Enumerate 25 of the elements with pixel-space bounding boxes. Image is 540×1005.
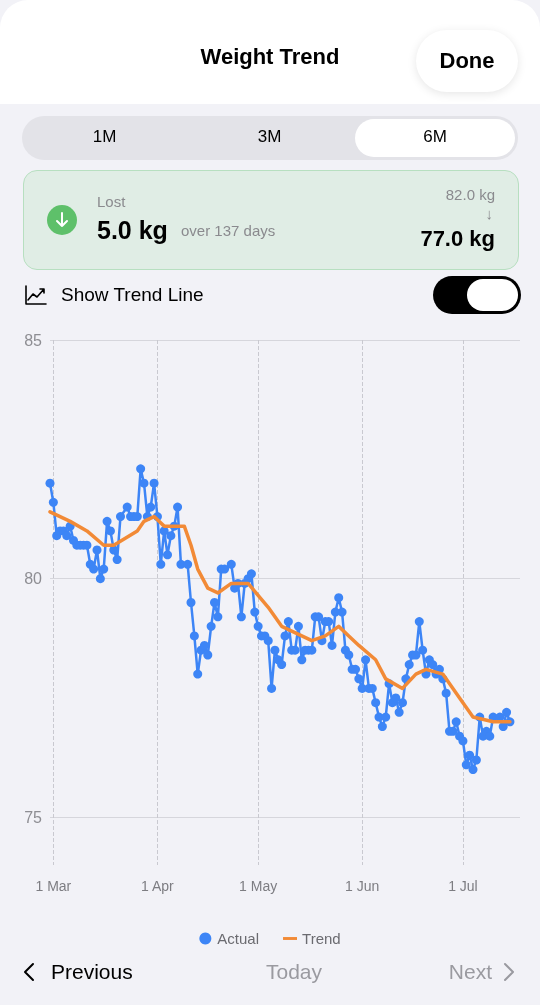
- text: Lost: [97, 193, 126, 210]
- y-tick-label: 75: [24, 808, 43, 826]
- text: 77.0 kg: [420, 226, 495, 252]
- x-tick-label: 1 Mar: [35, 878, 72, 894]
- text: Show Trend Line: [61, 284, 204, 306]
- x-tick-label: 1 Jun: [345, 878, 380, 894]
- text: 5.0 kg: [97, 216, 168, 245]
- text: 6M: [422, 127, 448, 147]
- text: 82.0 kg: [445, 186, 495, 203]
- text: Today: [265, 960, 323, 983]
- text: 1M: [91, 127, 118, 147]
- chart-title: Weight Trend: [200, 44, 340, 69]
- text: Done: [438, 48, 496, 74]
- y-tick-label: 80: [24, 570, 43, 588]
- text: over 137 days: [181, 222, 276, 239]
- text: ↓: [485, 205, 493, 222]
- y-tick-label: 85: [24, 331, 43, 349]
- x-tick-label: 1 May: [239, 878, 278, 894]
- legend-label: Trend: [302, 930, 341, 947]
- x-tick-label: 1 Jul: [448, 878, 478, 894]
- x-tick-label: 1 Apr: [141, 878, 175, 894]
- text: Previous: [51, 960, 133, 984]
- legend-label: Actual: [217, 930, 260, 947]
- text: Next: [448, 960, 492, 984]
- text: 3M: [256, 127, 283, 147]
